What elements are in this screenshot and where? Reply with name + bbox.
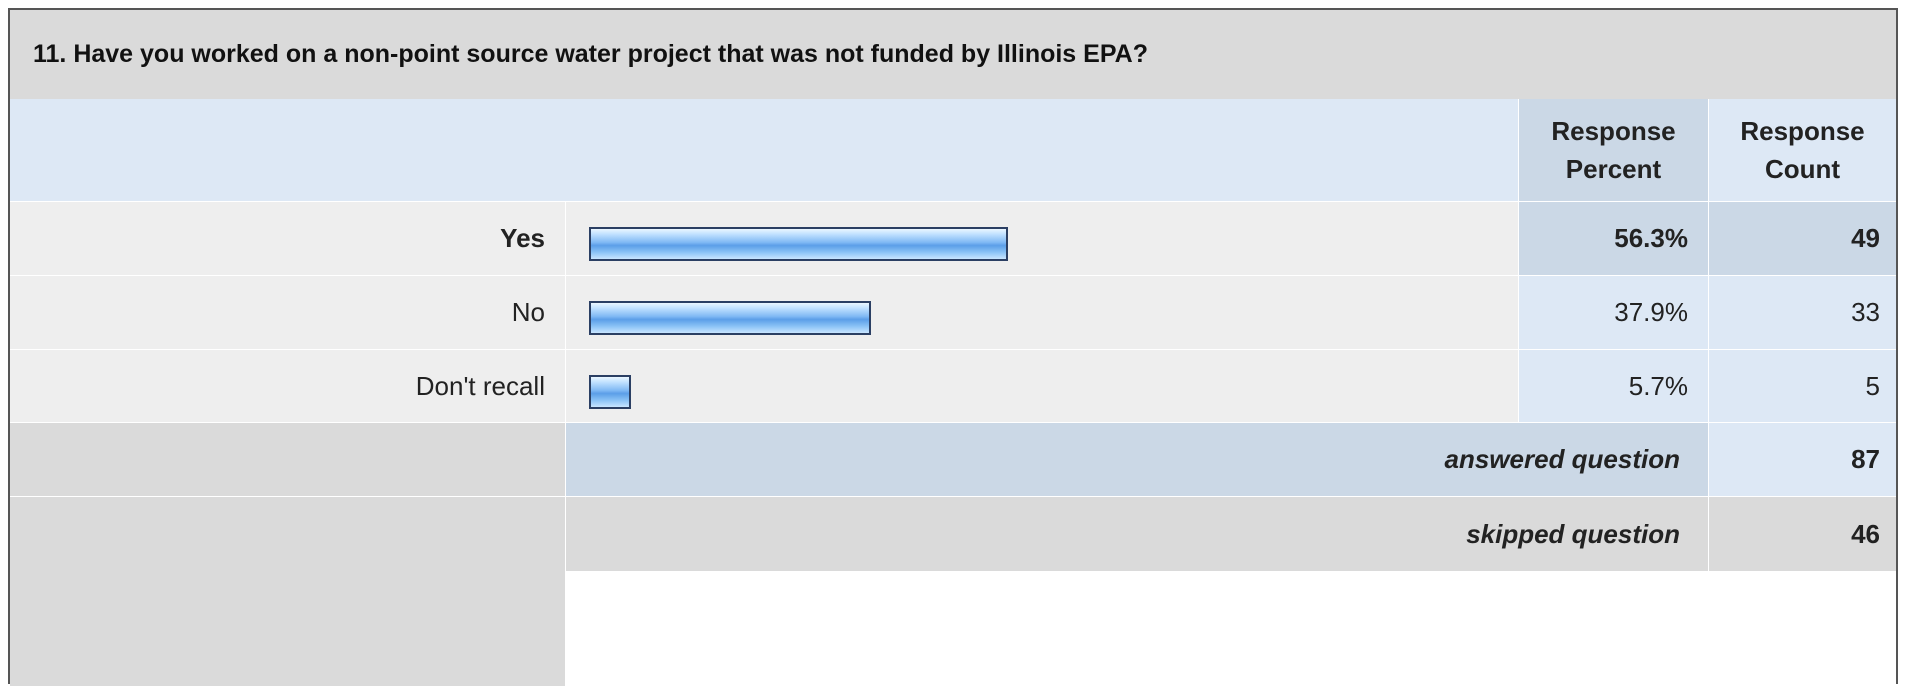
response-count: 5 [1708, 350, 1896, 423]
response-percent: 5.7% [1518, 350, 1708, 423]
response-count: 33 [1708, 276, 1896, 349]
header-response-count-label: Response Count [1740, 116, 1865, 184]
column-header-row: Response Percent Response Count [10, 99, 1896, 201]
question-header: 11. Have you worked on a non-point sourc… [10, 10, 1896, 99]
response-percent: 56.3% [1518, 202, 1708, 275]
header-response-percent-label: Response Percent [1551, 116, 1676, 184]
response-bar [589, 301, 871, 335]
skipped-blank-cell [10, 497, 565, 686]
skipped-question-count: 46 [1708, 497, 1896, 571]
response-percent: 37.9% [1518, 276, 1708, 349]
response-bar [589, 227, 1008, 261]
answer-label: Yes [10, 202, 565, 275]
header-blank-cell [10, 99, 1518, 201]
bar-cell [565, 350, 1518, 423]
bar-cell [565, 276, 1518, 349]
answer-row: No 37.9% 33 [10, 275, 1896, 349]
answered-blank-cell [10, 423, 565, 496]
header-response-count: Response Count [1708, 99, 1896, 201]
header-response-percent: Response Percent [1518, 99, 1708, 201]
response-bar [589, 375, 631, 409]
skipped-row: skipped question 46 [10, 496, 1896, 686]
answer-row: Don't recall 5.7% 5 [10, 349, 1896, 423]
answered-question-label: answered question [565, 423, 1708, 496]
answered-row: answered question 87 [10, 422, 1896, 496]
answered-question-count: 87 [1708, 423, 1896, 496]
answer-label: Don't recall [10, 350, 565, 423]
answer-label: No [10, 276, 565, 349]
question-title: 11. Have you worked on a non-point sourc… [33, 40, 1148, 68]
answer-row: Yes 56.3% 49 [10, 201, 1896, 275]
survey-result-table: 11. Have you worked on a non-point sourc… [8, 8, 1898, 686]
response-count: 49 [1708, 202, 1896, 275]
bar-cell [565, 202, 1518, 275]
skipped-question-label: skipped question [565, 497, 1708, 571]
